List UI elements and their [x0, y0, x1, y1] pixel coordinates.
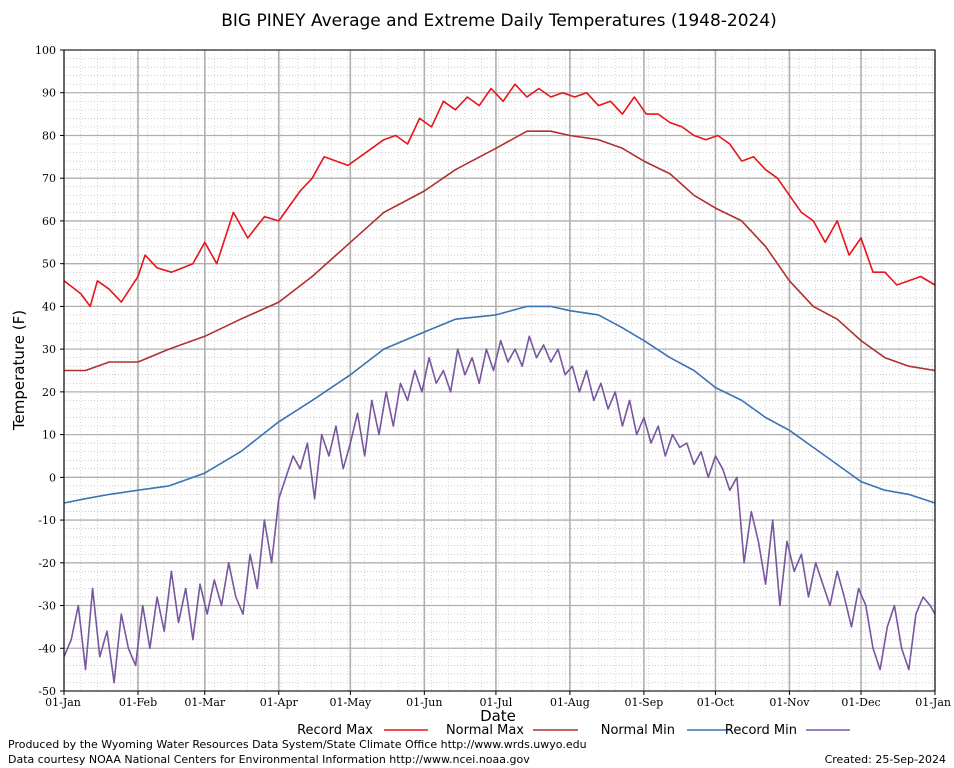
x-tick-label: 01-Jul [480, 696, 513, 709]
legend-label-record-min: Record Min [725, 723, 797, 738]
x-tick-label: 01-Mar [184, 696, 226, 709]
y-tick-label: -50 [38, 685, 56, 698]
series-line-normal-max [64, 130, 936, 372]
y-tick-label: -20 [38, 557, 56, 570]
x-axis-ticks: 01-Jan 01-Feb 01-Mar 01-Apr 01-May 01-Jun 01-J… [45, 691, 951, 709]
x-tick-label: 01-Sep [624, 696, 663, 709]
y-tick-label: -10 [38, 514, 56, 527]
x-tick-label: 01-Aug [550, 696, 590, 709]
y-axis-ticks: -50 -40 -30 -20 -10 0 10 20 30 40 50 60 70 80 90 100 [35, 44, 64, 698]
y-tick-label: 60 [42, 215, 56, 228]
y-tick-label: 100 [35, 44, 56, 57]
series-group [63, 83, 936, 684]
x-tick-label: 01-Oct [697, 696, 735, 709]
x-tick-label: 01-Jun [406, 696, 442, 709]
footer-data-courtesy: Data courtesy NOAA National Centers for … [8, 753, 530, 766]
x-tick-label: 01-Feb [119, 696, 157, 709]
y-tick-label: 20 [42, 386, 56, 399]
y-tick-label: 10 [42, 429, 56, 442]
y-axis-label: Temperature (F) [10, 310, 28, 431]
footer-produced-by: Produced by the Wyoming Water Resources … [8, 738, 587, 751]
legend: Record Max Normal Max Normal Min Record Min [297, 723, 850, 738]
x-tick-label: 01-Jan [45, 696, 81, 709]
x-tick-label: 01-Jan [915, 696, 951, 709]
x-axis-label: Date [480, 707, 516, 725]
legend-label-normal-max: Normal Max [446, 723, 524, 738]
legend-label-record-max: Record Max [297, 723, 373, 738]
x-tick-label: 01-Apr [260, 696, 299, 709]
plot-frame [63, 49, 936, 692]
series-line-record-max [63, 83, 936, 308]
y-tick-label: 70 [42, 172, 56, 185]
footer-created: Created: 25-Sep-2024 [825, 753, 946, 766]
y-tick-label: -40 [38, 642, 56, 655]
y-tick-label: 80 [42, 129, 56, 142]
x-tick-label: 01-Nov [769, 696, 810, 709]
y-tick-label: 50 [42, 258, 56, 271]
y-tick-label: -30 [38, 600, 56, 613]
series-line-normal-min [63, 305, 936, 504]
legend-label-normal-min: Normal Min [601, 723, 675, 738]
y-tick-label: 90 [42, 87, 56, 100]
series-line-record-min [63, 335, 936, 684]
y-tick-label: 40 [42, 300, 56, 313]
x-tick-label: 01-May [329, 696, 372, 709]
chart-title: BIG PINEY Average and Extreme Daily Temp… [221, 11, 777, 31]
x-tick-label: 01-Dec [841, 696, 880, 709]
y-tick-label: 0 [49, 471, 56, 484]
y-tick-label: 30 [42, 343, 56, 356]
